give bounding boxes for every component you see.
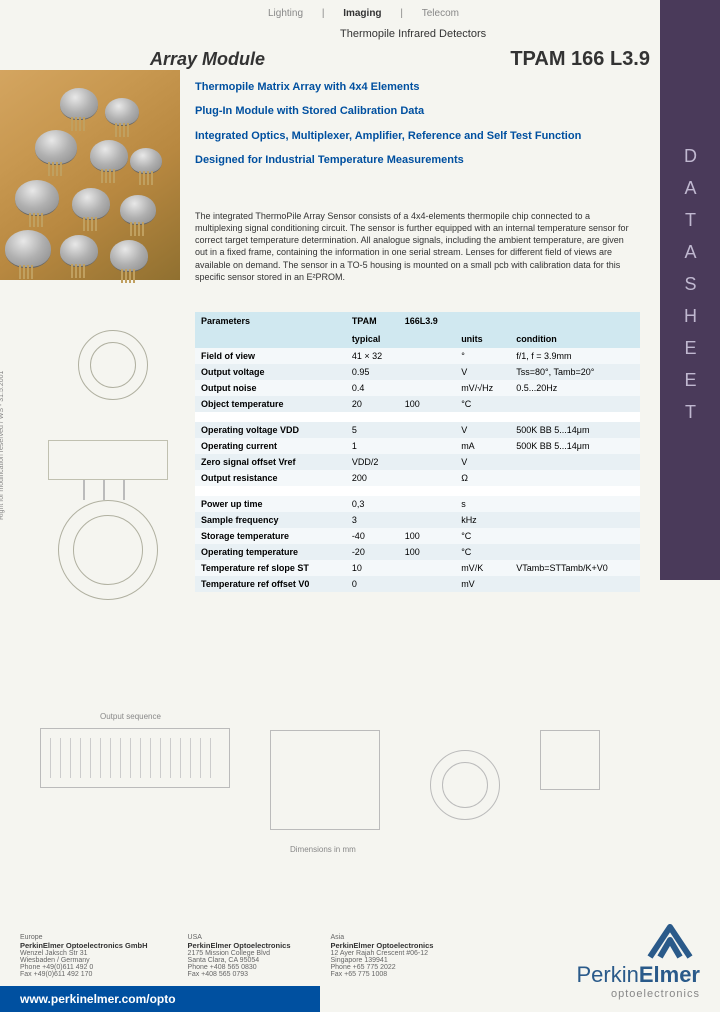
nav-sep: | <box>322 8 325 19</box>
feature: Integrated Optics, Multiplexer, Amplifie… <box>195 129 635 143</box>
parameters-table: ParametersTPAM166L3.9 typicalunitscondit… <box>195 312 640 592</box>
diagram-label: Dimensions in mm <box>290 845 356 854</box>
table-row: Operating voltage VDD5V500K BB 5...14μm <box>195 422 640 438</box>
table-row: Storage temperature-40100°C <box>195 528 640 544</box>
title-left: Array Module <box>150 49 265 70</box>
feature: Designed for Industrial Temperature Meas… <box>195 153 635 167</box>
contact-col: Europe PerkinElmer Optoelectronics GmbH … <box>20 934 148 978</box>
table-header-row: ParametersTPAM166L3.9 <box>195 312 640 330</box>
logo-icon <box>640 922 700 962</box>
technical-diagram-left <box>8 320 183 660</box>
description: The integrated ThermoPile Array Sensor c… <box>195 210 635 283</box>
nav-sep: | <box>400 8 403 19</box>
url-bar: www.perkinelmer.com/opto <box>0 986 320 1012</box>
top-nav: Lighting | Imaging | Telecom <box>260 8 467 19</box>
logo-text: PerkinElmer <box>576 962 700 988</box>
nav-item: Lighting <box>268 8 303 19</box>
nav-item-active: Imaging <box>343 8 381 19</box>
spacer <box>195 412 640 422</box>
logo: PerkinElmer optoelectronics <box>576 922 700 1000</box>
title-row: Array Module TPAM 166 L3.9 <box>150 48 650 71</box>
table-row: Output resistance200Ω <box>195 470 640 486</box>
logo-subtext: optoelectronics <box>576 988 700 1000</box>
datasheet-sidebar: DATASHEET <box>660 0 720 580</box>
copyright-note: Right for modification reserved / WS - 3… <box>0 371 5 520</box>
table-row: Field of view41 × 32°f/1, f = 3.9mm <box>195 348 640 364</box>
feature: Thermopile Matrix Array with 4x4 Element… <box>195 80 635 94</box>
subtitle: Thermopile Infrared Detectors <box>340 28 486 40</box>
table-subheader-row: typicalunitscondition <box>195 330 640 348</box>
bottom-diagrams: Output sequence Dimensions in mm <box>30 720 630 860</box>
table-row: Temperature ref slope ST10mV/KVTamb=STTa… <box>195 560 640 576</box>
table-row: Operating current1mA500K BB 5...14μm <box>195 438 640 454</box>
product-photo <box>0 70 180 280</box>
contact-col: Asia PerkinElmer Optoelectronics 12 Ayer… <box>331 934 434 978</box>
features-block: Thermopile Matrix Array with 4x4 Element… <box>195 80 635 177</box>
table-row: Power up time0,3s <box>195 496 640 512</box>
table-row: Temperature ref offset V00mV <box>195 576 640 592</box>
table-row: Operating temperature-20100°C <box>195 544 640 560</box>
table-row: Output noise0.4mV/√Hz0.5...20Hz <box>195 380 640 396</box>
spacer <box>195 486 640 496</box>
title-right: TPAM 166 L3.9 <box>510 48 650 71</box>
footer: Europe PerkinElmer Optoelectronics GmbH … <box>0 922 720 1012</box>
table-row: Sample frequency3kHz <box>195 512 640 528</box>
contact-col: USA PerkinElmer Optoelectronics 2175 Mis… <box>188 934 291 978</box>
diagram-label: Output sequence <box>100 712 161 721</box>
nav-item: Telecom <box>422 8 459 19</box>
table-row: Output voltage0.95VTss=80°, Tamb=20° <box>195 364 640 380</box>
feature: Plug-In Module with Stored Calibration D… <box>195 104 635 118</box>
table-row: Zero signal offset VrefVDD/2V <box>195 454 640 470</box>
table-row: Object temperature20100°C <box>195 396 640 412</box>
